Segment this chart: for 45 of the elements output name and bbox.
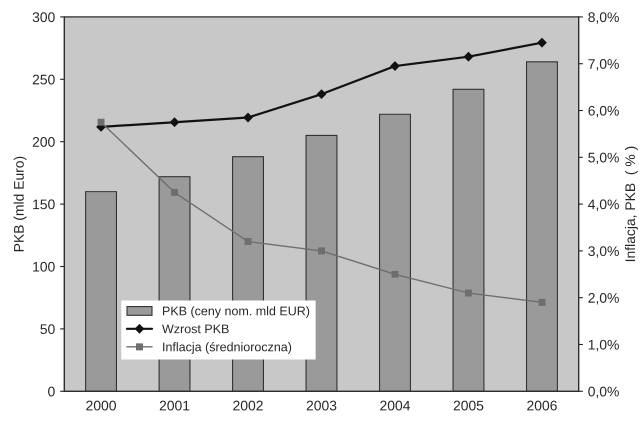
point <box>244 238 252 246</box>
point <box>537 38 547 48</box>
legend-label: Inflacja (średnioroczna) <box>163 342 292 354</box>
point <box>392 270 398 278</box>
y2-tick-label: 1,0% <box>588 340 619 352</box>
legend-label: PKB (ceny nom. mld EUR) <box>163 306 310 318</box>
point <box>390 61 400 71</box>
y2-tick-label: 5,0% <box>588 152 619 164</box>
y-tick-label: 100 <box>33 262 55 272</box>
y2-tick-label: 8,0% <box>588 12 619 24</box>
y-tick-label: 250 <box>32 74 55 84</box>
y-tick-label: 150 <box>33 199 55 210</box>
y-tick-label: 200 <box>32 137 55 147</box>
y-axis-title: PKB (mld Euro) <box>14 156 27 252</box>
bar <box>379 114 411 392</box>
x-tick-label: 2001 <box>160 400 190 411</box>
point <box>318 247 325 254</box>
point <box>464 52 474 62</box>
y-tick-label: 0 <box>48 386 55 396</box>
bar <box>85 191 118 392</box>
x-tick-label: 2002 <box>233 400 263 411</box>
y-tick-label: 300 <box>32 12 55 22</box>
x-tick-label: 2004 <box>380 400 410 411</box>
point <box>171 188 178 196</box>
y2-tick-label: 7,0% <box>588 59 619 71</box>
bar <box>452 88 484 392</box>
legend-label: Wzrost PKB <box>162 324 229 334</box>
y-tick-label: 50 <box>40 324 55 334</box>
y2-tick-label: 6,0% <box>588 106 619 118</box>
y2-tick-label: 2,0% <box>588 293 619 304</box>
x-tick-label: 2006 <box>527 400 557 411</box>
x-tick-label: 2005 <box>454 400 484 411</box>
x-tick-label: 2000 <box>86 400 116 411</box>
point <box>538 298 546 306</box>
y2-tick-label: 4,0% <box>588 199 619 211</box>
point <box>465 290 472 296</box>
point <box>316 90 326 99</box>
point <box>243 112 253 122</box>
point <box>170 118 180 127</box>
y2-axis-title: Inflacja, PKB ( % ) <box>624 146 638 262</box>
x-tick-label: 2003 <box>306 400 336 411</box>
point <box>98 118 105 126</box>
bar <box>526 61 558 392</box>
y2-tick-label: 3,0% <box>588 246 619 258</box>
y2-tick-label: 0,0% <box>588 386 619 398</box>
